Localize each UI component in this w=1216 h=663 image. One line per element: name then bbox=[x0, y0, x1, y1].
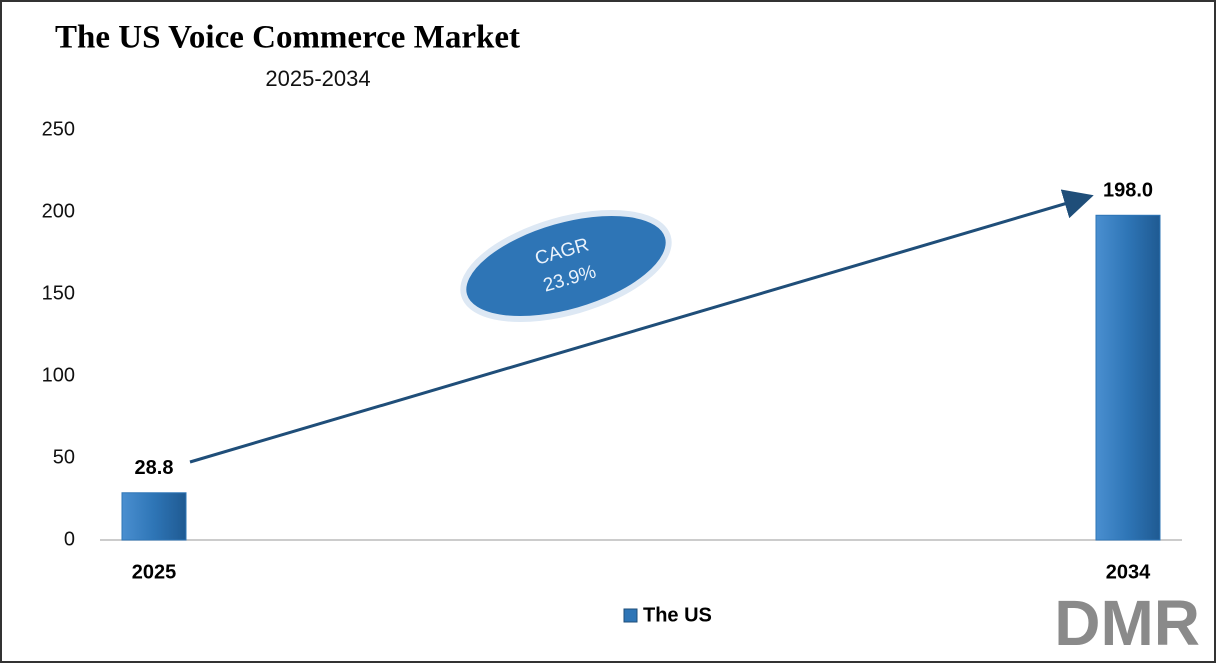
data-label: 198.0 bbox=[1103, 180, 1153, 202]
legend-label: The US bbox=[643, 604, 712, 626]
y-tick-label: 0 bbox=[64, 528, 75, 550]
y-tick-label: 50 bbox=[53, 446, 75, 468]
cagr-badge: CAGR 23.9% bbox=[460, 210, 672, 322]
x-tick-label: 2034 bbox=[1106, 561, 1151, 583]
legend-swatch bbox=[623, 608, 638, 623]
data-label: 28.8 bbox=[135, 457, 174, 479]
bar bbox=[1095, 214, 1161, 541]
y-tick-label: 200 bbox=[42, 200, 75, 222]
trend-arrow bbox=[189, 189, 1094, 464]
chart-subtitle: 2025-2034 bbox=[265, 66, 370, 91]
chart-title: The US Voice Commerce Market bbox=[55, 20, 520, 56]
y-tick-label: 250 bbox=[42, 118, 75, 140]
x-tick-label: 2025 bbox=[132, 561, 177, 583]
y-tick-label: 150 bbox=[42, 282, 75, 304]
y-tick-label: 100 bbox=[42, 364, 75, 386]
logo: DMR bbox=[1054, 587, 1200, 659]
bar bbox=[121, 492, 187, 541]
cagr-ellipse bbox=[460, 210, 672, 322]
